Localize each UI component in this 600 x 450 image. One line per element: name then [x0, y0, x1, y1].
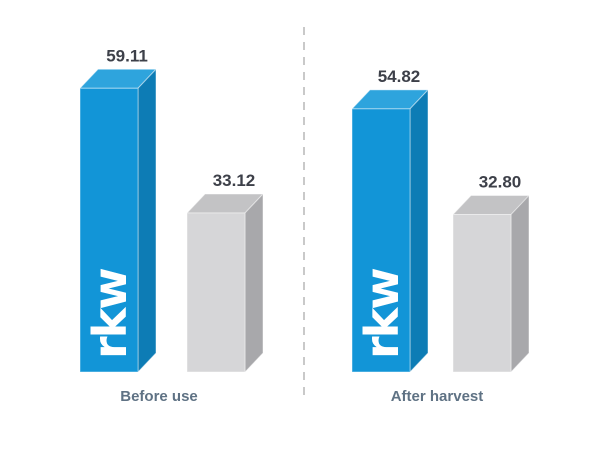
bar-front-face [351, 108, 411, 373]
value-label: 33.12 [213, 171, 256, 190]
bar-side-face [510, 195, 530, 373]
bar-side-face [137, 68, 157, 373]
bar-group-1: 54.82 rkw 32.80 After harvest [351, 67, 530, 405]
bar-side-face [409, 89, 429, 373]
value-label: 59.11 [106, 46, 148, 65]
rkw-logo: rkw [83, 269, 137, 359]
category-label: Before use [120, 388, 198, 405]
bar-group-0: 59.11 rkw 33.12 Before use [79, 46, 264, 405]
bar-front-face [452, 214, 512, 373]
bar-unlabeled-gray: 32.80 [452, 173, 530, 373]
value-label: 32.80 [479, 173, 522, 192]
rkw-logo: rkw [355, 269, 409, 359]
category-label: After harvest [391, 388, 484, 405]
bar-unlabeled-gray: 33.12 [186, 171, 264, 373]
bar-front-face [79, 87, 139, 373]
bar-side-face [244, 193, 264, 373]
value-label: 54.82 [378, 67, 421, 86]
bar-rkw: 54.82 rkw [351, 67, 429, 373]
bar-rkw: 59.11 rkw [79, 46, 157, 373]
bar-front-face [186, 212, 246, 373]
